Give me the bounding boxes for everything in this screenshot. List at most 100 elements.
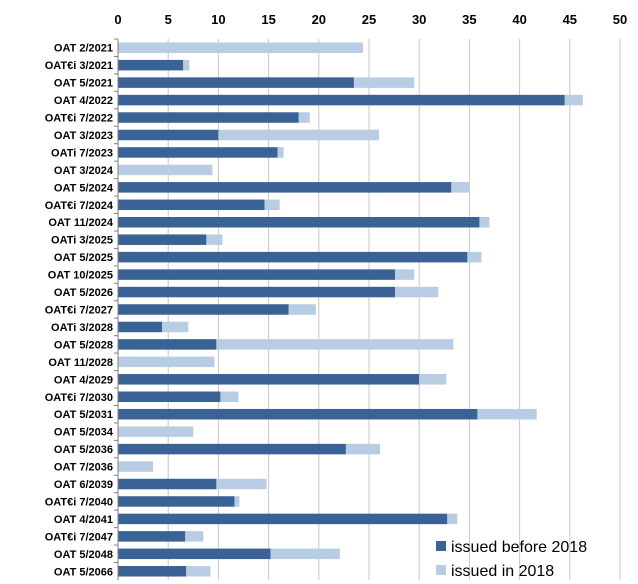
category-label: OAT€i 7/2040 xyxy=(45,496,113,508)
x-tick-label-25: 25 xyxy=(362,12,376,27)
legend-swatch-in-2018 xyxy=(436,565,446,575)
category-label: OAT 3/2023 xyxy=(54,130,113,142)
category-label: OATi 3/2028 xyxy=(51,322,113,334)
legend: issued before 2018 issued in 2018 xyxy=(436,539,587,580)
category-label: OAT 2/2021 xyxy=(54,43,113,55)
legend-label-before-2018: issued before 2018 xyxy=(451,539,587,556)
legend-label-in-2018: issued in 2018 xyxy=(451,563,554,580)
bar-before-2018-23 xyxy=(118,443,346,455)
bar-before-2018-6 xyxy=(118,147,278,158)
bar-in-2018-21 xyxy=(477,408,537,420)
bar-before-2018-14 xyxy=(118,286,396,298)
category-label: OAT 4/2022 xyxy=(54,95,113,107)
category-label: OAT€i 3/2021 xyxy=(45,60,113,72)
x-tick-label-0: 0 xyxy=(114,12,121,27)
bar-before-2018-13 xyxy=(118,269,396,280)
category-label: OAT 5/2036 xyxy=(54,444,113,456)
bar-in-2018-25 xyxy=(216,478,267,490)
category-label: OATi 7/2023 xyxy=(51,147,113,159)
bar-in-2018-16 xyxy=(162,321,189,333)
bar-before-2018-29 xyxy=(118,548,271,560)
x-tick-label-45: 45 xyxy=(563,12,577,27)
x-tick-label-35: 35 xyxy=(462,12,476,27)
bar-before-2018-15 xyxy=(118,304,289,315)
category-label: OAT 5/2025 xyxy=(54,252,113,264)
bar-before-2018-1 xyxy=(118,59,184,71)
bar-before-2018-2 xyxy=(118,77,354,88)
bar-in-2018-27 xyxy=(447,513,458,525)
x-tick-label-40: 40 xyxy=(512,12,526,27)
bar-in-2018-22 xyxy=(118,426,194,437)
bar-in-2018-4 xyxy=(298,112,310,123)
bar-before-2018-9 xyxy=(118,199,265,211)
bar-before-2018-3 xyxy=(118,94,565,106)
bar-in-2018-6 xyxy=(277,147,284,158)
bar-in-2018-7 xyxy=(118,164,213,176)
y-axis-tick-marks xyxy=(114,38,118,564)
bar-before-2018-11 xyxy=(118,234,207,245)
bar-in-2018-10 xyxy=(479,216,490,228)
category-label: OAT 5/2028 xyxy=(54,339,113,351)
bar-in-2018-13 xyxy=(395,269,415,280)
bar-in-2018-30 xyxy=(186,566,211,577)
bar-in-2018-3 xyxy=(564,94,583,106)
category-label: OAT€i 7/2027 xyxy=(45,305,113,317)
bar-before-2018-28 xyxy=(118,531,186,542)
bar-before-2018-26 xyxy=(118,496,235,507)
bar-before-2018-12 xyxy=(118,251,468,263)
x-tick-label-5: 5 xyxy=(165,12,172,27)
bar-in-2018-14 xyxy=(395,286,439,298)
bar-in-2018-20 xyxy=(220,391,239,403)
category-label: OAT 7/2036 xyxy=(54,462,113,474)
bar-before-2018-30 xyxy=(118,566,187,577)
bar-before-2018-17 xyxy=(118,339,217,350)
bar-in-2018-0 xyxy=(118,42,363,53)
bar-in-2018-18 xyxy=(118,356,215,368)
gridlines xyxy=(167,39,621,580)
category-label: OAT 5/2034 xyxy=(54,427,114,439)
bar-in-2018-12 xyxy=(467,251,482,263)
category-label: OATi 3/2025 xyxy=(51,235,113,247)
category-label: OAT 3/2024 xyxy=(54,165,114,177)
category-label: OAT 5/2031 xyxy=(54,409,113,421)
bar-in-2018-1 xyxy=(183,59,190,71)
x-tick-label-50: 50 xyxy=(613,12,627,27)
bar-in-2018-23 xyxy=(345,443,381,455)
category-label: OAT 11/2024 xyxy=(48,217,113,229)
category-label: OAT 11/2028 xyxy=(48,357,113,369)
x-tick-label-20: 20 xyxy=(312,12,326,27)
x-axis-ticks: 0 5 10 15 20 25 30 35 40 45 50 xyxy=(114,12,627,27)
legend-swatch-before-2018 xyxy=(436,541,446,551)
bar-in-2018-9 xyxy=(264,199,280,211)
bar-before-2018-21 xyxy=(118,408,478,420)
bar-before-2018-19 xyxy=(118,374,420,385)
bar-before-2018-16 xyxy=(118,321,163,333)
category-label: OAT 5/2048 xyxy=(54,549,113,561)
category-label: OAT€i 7/2022 xyxy=(45,113,113,125)
category-label: OAT 5/2021 xyxy=(54,78,113,90)
category-label: OAT 10/2025 xyxy=(48,270,113,282)
category-labels: OAT 2/2021 OAT€i 3/2021 OAT 5/2021 OAT 4/20… xyxy=(45,43,114,579)
bar-before-2018-8 xyxy=(118,182,452,193)
x-tick-label-15: 15 xyxy=(261,12,275,27)
bar-in-2018-28 xyxy=(185,531,204,542)
category-label: OAT 5/2066 xyxy=(54,566,113,578)
x-tick-label-10: 10 xyxy=(211,12,225,27)
bar-before-2018-5 xyxy=(118,129,219,141)
category-label: OAT 4/2029 xyxy=(54,374,113,386)
bar-in-2018-11 xyxy=(206,234,223,245)
bar-before-2018-20 xyxy=(118,391,221,403)
bar-in-2018-19 xyxy=(419,374,447,385)
bar-in-2018-24 xyxy=(118,461,154,472)
category-label: OAT€i 7/2047 xyxy=(45,531,113,543)
bar-before-2018-10 xyxy=(118,216,480,228)
x-tick-label-30: 30 xyxy=(412,12,426,27)
category-label: OAT 5/2024 xyxy=(54,182,114,194)
category-label: OAT€i 7/2024 xyxy=(45,200,114,212)
bar-in-2018-26 xyxy=(234,496,240,507)
bar-in-2018-2 xyxy=(353,77,415,88)
bar-before-2018-25 xyxy=(118,478,217,490)
bar-in-2018-5 xyxy=(218,129,380,141)
category-label: OAT 4/2041 xyxy=(54,514,113,526)
